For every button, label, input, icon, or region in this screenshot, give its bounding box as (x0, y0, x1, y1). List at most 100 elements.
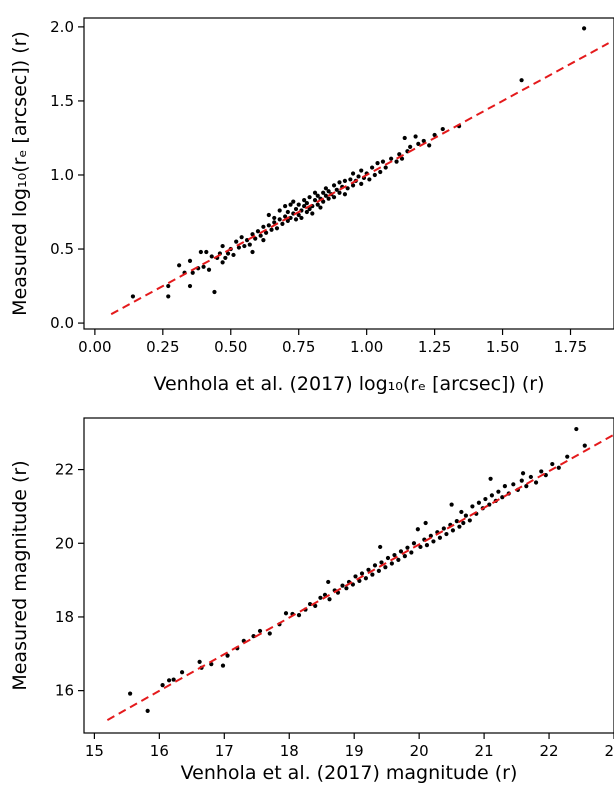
data-point (327, 597, 332, 602)
data-point (283, 611, 289, 616)
data-point (389, 561, 394, 566)
data-point (372, 563, 378, 568)
data-point (277, 208, 282, 213)
data-point (432, 132, 437, 138)
data-point (502, 484, 507, 489)
data-point (489, 493, 494, 498)
data-point (166, 294, 171, 299)
data-point (323, 193, 328, 198)
data-point (209, 254, 214, 259)
y-tick-label: 1.5 (50, 92, 74, 110)
x-tick-label: 18 (280, 742, 299, 760)
data-point (350, 171, 356, 176)
x-tick-label: 0.25 (146, 338, 179, 356)
data-point (231, 252, 236, 258)
data-point (340, 583, 345, 588)
data-point (247, 242, 252, 247)
data-point (421, 138, 426, 144)
data-point (312, 190, 318, 195)
data-point (234, 239, 239, 244)
data-point (556, 465, 561, 470)
data-point (293, 217, 299, 222)
data-point (272, 215, 277, 221)
y-tick-label: 0.0 (50, 314, 74, 332)
data-point (337, 180, 342, 185)
y-axis-label: Measured magnitude (r) (9, 460, 31, 690)
data-point (239, 235, 244, 240)
data-point (476, 500, 482, 505)
data-point (582, 26, 587, 31)
data-point (145, 708, 150, 713)
data-point (454, 519, 459, 524)
data-point (307, 601, 313, 607)
data-point (356, 174, 361, 179)
one-to-one-reference-line (110, 42, 610, 316)
data-point (528, 474, 533, 480)
data-point (296, 613, 302, 618)
x-tick-label: 1.75 (554, 338, 587, 356)
data-point (449, 502, 454, 507)
x-tick-label: 1.00 (350, 338, 383, 356)
data-point (370, 165, 375, 170)
data-point (206, 267, 212, 272)
data-point (334, 187, 339, 192)
data-point (519, 78, 524, 83)
data-point (251, 634, 256, 639)
data-point (318, 595, 323, 600)
data-point (428, 533, 433, 538)
x-tick-label: 22 (540, 742, 559, 760)
x-tick-label: 0.00 (78, 338, 111, 356)
data-point (302, 203, 307, 209)
data-point (383, 565, 388, 570)
data-point (253, 236, 258, 241)
data-point (264, 230, 269, 235)
data-point (190, 270, 195, 275)
data-point (488, 476, 493, 481)
data-point (392, 552, 397, 558)
data-point (285, 218, 290, 223)
data-point (274, 226, 280, 231)
data-point (370, 572, 375, 577)
data-point (283, 214, 288, 219)
data-point (550, 461, 555, 467)
data-point (331, 183, 337, 188)
x-tick-label: 0.75 (282, 338, 315, 356)
data-point (359, 168, 364, 173)
x-tick-label: 15 (85, 742, 104, 760)
data-point (257, 628, 263, 634)
data-point (342, 178, 348, 184)
data-point (415, 527, 420, 532)
data-point (385, 555, 391, 561)
data-point (524, 484, 529, 489)
y-tick-label: 0.5 (50, 240, 74, 258)
data-point (496, 489, 501, 494)
data-point (266, 212, 271, 218)
data-point (198, 249, 203, 255)
data-point (326, 189, 331, 194)
data-point (187, 283, 193, 289)
data-point (409, 550, 414, 555)
data-point (402, 554, 407, 559)
data-point (288, 215, 293, 221)
data-point (483, 496, 488, 502)
data-point (307, 195, 312, 200)
data-point (376, 568, 381, 573)
data-point (350, 582, 355, 587)
data-point (397, 152, 402, 157)
y-tick-label: 22 (55, 461, 74, 479)
data-point (398, 549, 404, 554)
data-point (399, 156, 405, 161)
data-point (375, 161, 380, 166)
data-point (128, 691, 133, 696)
x-tick-label: 16 (150, 742, 169, 760)
data-point (450, 528, 456, 533)
data-point (383, 165, 388, 170)
data-point (441, 526, 446, 531)
data-point (272, 220, 277, 225)
data-point (344, 586, 349, 591)
data-point (250, 249, 255, 255)
data-point (424, 543, 430, 548)
data-point (394, 159, 399, 164)
y-tick-label: 1.0 (50, 166, 74, 184)
data-point (379, 560, 384, 565)
